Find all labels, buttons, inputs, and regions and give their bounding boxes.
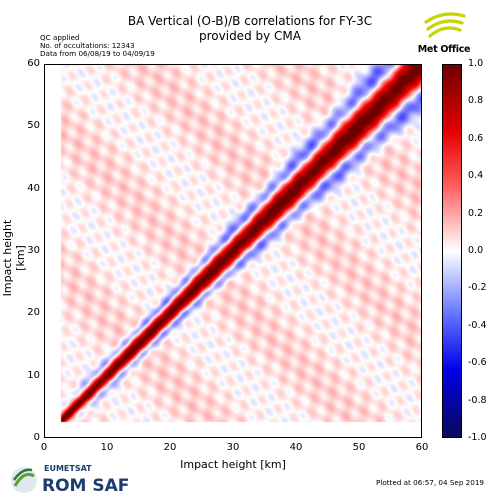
x-axis-label: Impact height [km] [180, 458, 286, 471]
colorbar-tick-label: 0.4 [468, 170, 484, 182]
met-office-logo: Met Office [408, 10, 480, 60]
date-range: Data from 06/08/19 to 04/09/19 [40, 49, 155, 58]
rom-saf-label: ROM SAF [42, 476, 129, 496]
colorbar-tick-label: -0.2 [468, 282, 487, 294]
met-office-label: Met Office [417, 44, 471, 55]
chart-title: BA Vertical (O-B)/B correlations for FY-… [0, 14, 500, 44]
y-tick-label: 10 [27, 369, 40, 381]
x-tick-label: 10 [100, 442, 114, 453]
colorbar-tick-label: -0.8 [468, 394, 487, 406]
occultation-count: No. of occultations: 12343 [40, 41, 135, 50]
colorbar-tick-label: 1.0 [468, 58, 484, 69]
y-tick-label: 0 [33, 432, 40, 443]
x-tick-label: 0 [40, 442, 48, 453]
heatmap-canvas [45, 65, 421, 437]
eumetsat-label: EUMETSAT [44, 464, 92, 473]
x-tick-label: 20 [163, 442, 177, 453]
rom-saf-icon: EUMETSAT ROM SAF [11, 464, 129, 496]
colorbar-tick-label: -0.6 [468, 357, 487, 369]
plotted-timestamp: Plotted at 06:57, 04 Sep 2019 [376, 478, 484, 487]
met-office-icon [424, 12, 466, 38]
rom-saf-logo: EUMETSAT ROM SAF [8, 460, 148, 500]
x-tick-label: 60 [415, 442, 429, 453]
colorbar-tick-label: 0.0 [468, 245, 484, 256]
y-tick-label: 50 [27, 120, 40, 132]
y-tick-label: 40 [27, 182, 40, 194]
y-tick-label: 30 [27, 245, 40, 256]
colorbar-tick-label: -1.0 [468, 432, 487, 443]
qc-info: QC applied [40, 33, 80, 42]
colorbar-tick-label: 0.6 [468, 132, 484, 144]
colorbar-tick-label: 0.2 [468, 207, 484, 219]
colorbar-tick-label: -0.4 [468, 319, 487, 331]
y-axis-label: Impact height [km] [1, 219, 27, 297]
y-tick-label: 20 [27, 307, 40, 319]
correlation-heatmap [44, 64, 422, 438]
x-tick-label: 50 [352, 442, 366, 453]
colorbar-tick-label: 0.8 [468, 95, 484, 107]
x-tick-label: 30 [226, 442, 240, 453]
title-line-1: BA Vertical (O-B)/B correlations for FY-… [127, 14, 373, 28]
x-tick-label: 40 [289, 442, 303, 453]
colorbar [442, 64, 462, 438]
y-tick-label: 60 [27, 58, 40, 69]
title-line-2: provided by CMA [199, 29, 301, 43]
